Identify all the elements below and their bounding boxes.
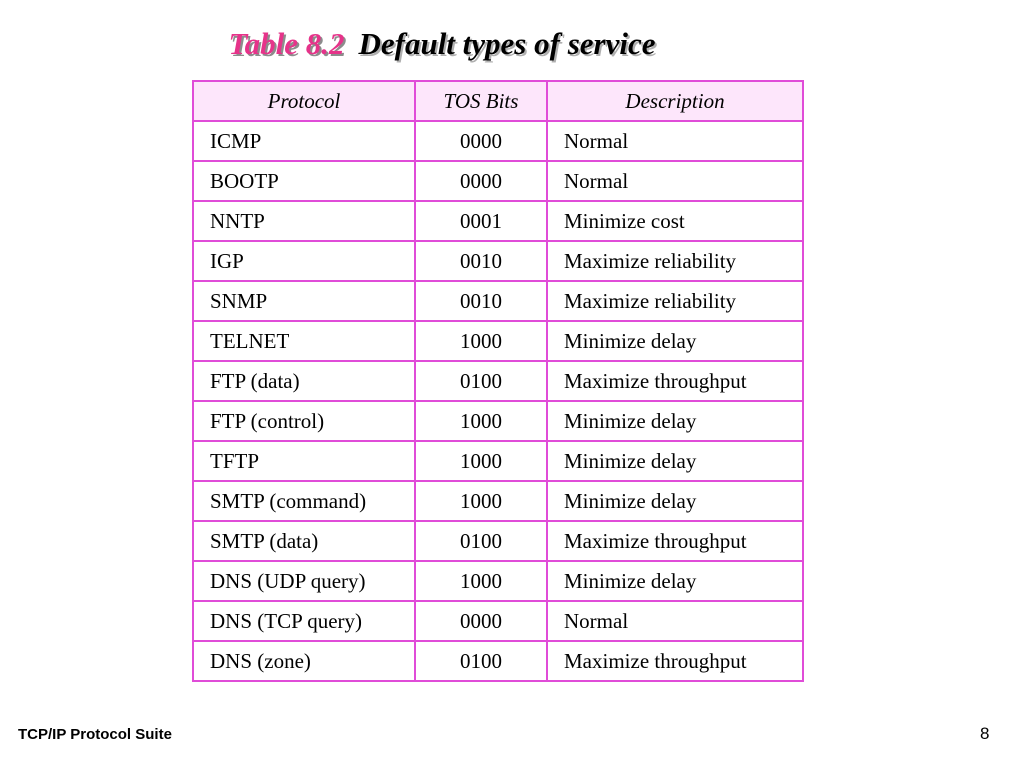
protocol-cell: FTP (control) bbox=[192, 400, 416, 442]
tos-bits-cell: 0010 bbox=[414, 280, 548, 322]
protocol-cell: BOOTP bbox=[192, 160, 416, 202]
table-row: TFTP 1000 Minimize delay bbox=[192, 440, 804, 482]
protocol-cell: ICMP bbox=[192, 120, 416, 162]
description-cell: Minimize delay bbox=[546, 320, 804, 362]
table-row: NNTP 0001 Minimize cost bbox=[192, 200, 804, 242]
table-caption: Default types of service bbox=[358, 26, 656, 61]
tos-bits-cell: 1000 bbox=[414, 320, 548, 362]
tos-table: Protocol TOS Bits Description ICMP 0000 … bbox=[192, 80, 804, 682]
description-cell: Minimize cost bbox=[546, 200, 804, 242]
table-row: ICMP 0000 Normal bbox=[192, 120, 804, 162]
header-protocol: Protocol bbox=[192, 80, 416, 122]
tos-bits-cell: 1000 bbox=[414, 480, 548, 522]
description-cell: Minimize delay bbox=[546, 560, 804, 602]
protocol-cell: TFTP bbox=[192, 440, 416, 482]
protocol-cell: SNMP bbox=[192, 280, 416, 322]
tos-bits-cell: 0100 bbox=[414, 640, 548, 682]
description-cell: Maximize throughput bbox=[546, 520, 804, 562]
table-row: BOOTP 0000 Normal bbox=[192, 160, 804, 202]
tos-bits-cell: 0000 bbox=[414, 120, 548, 162]
table-row: FTP (control) 1000 Minimize delay bbox=[192, 400, 804, 442]
table-row: TELNET 1000 Minimize delay bbox=[192, 320, 804, 362]
tos-bits-cell: 0100 bbox=[414, 520, 548, 562]
tos-bits-cell: 0001 bbox=[414, 200, 548, 242]
tos-bits-cell: 1000 bbox=[414, 400, 548, 442]
tos-bits-cell: 0000 bbox=[414, 600, 548, 642]
table-row: IGP 0010 Maximize reliability bbox=[192, 240, 804, 282]
tos-bits-cell: 0000 bbox=[414, 160, 548, 202]
footer-label: TCP/IP Protocol Suite bbox=[18, 726, 172, 743]
description-cell: Normal bbox=[546, 120, 804, 162]
table-row: DNS (TCP query) 0000 Normal bbox=[192, 600, 804, 642]
table-row: DNS (UDP query) 1000 Minimize delay bbox=[192, 560, 804, 602]
description-cell: Maximize reliability bbox=[546, 240, 804, 282]
description-cell: Minimize delay bbox=[546, 400, 804, 442]
description-cell: Maximize throughput bbox=[546, 640, 804, 682]
protocol-cell: DNS (zone) bbox=[192, 640, 416, 682]
description-cell: Maximize reliability bbox=[546, 280, 804, 322]
table-row: SNMP 0010 Maximize reliability bbox=[192, 280, 804, 322]
protocol-cell: SMTP (data) bbox=[192, 520, 416, 562]
table-number: Table 8.2 bbox=[228, 26, 345, 61]
protocol-cell: NNTP bbox=[192, 200, 416, 242]
page-number: 8 bbox=[980, 724, 990, 743]
tos-bits-cell: 0100 bbox=[414, 360, 548, 402]
description-cell: Minimize delay bbox=[546, 440, 804, 482]
protocol-cell: DNS (TCP query) bbox=[192, 600, 416, 642]
protocol-cell: TELNET bbox=[192, 320, 416, 362]
table-row: SMTP (data) 0100 Maximize throughput bbox=[192, 520, 804, 562]
slide-title: Table 8.2 Default types of service bbox=[0, 24, 884, 64]
tos-bits-cell: 0010 bbox=[414, 240, 548, 282]
header-description: Description bbox=[546, 80, 804, 122]
table-header-row: Protocol TOS Bits Description bbox=[192, 80, 804, 122]
tos-bits-cell: 1000 bbox=[414, 440, 548, 482]
protocol-cell: SMTP (command) bbox=[192, 480, 416, 522]
protocol-cell: DNS (UDP query) bbox=[192, 560, 416, 602]
description-cell: Maximize throughput bbox=[546, 360, 804, 402]
description-cell: Minimize delay bbox=[546, 480, 804, 522]
description-cell: Normal bbox=[546, 160, 804, 202]
header-tos-bits: TOS Bits bbox=[414, 80, 548, 122]
protocol-cell: IGP bbox=[192, 240, 416, 282]
table-row: SMTP (command) 1000 Minimize delay bbox=[192, 480, 804, 522]
protocol-cell: FTP (data) bbox=[192, 360, 416, 402]
description-cell: Normal bbox=[546, 600, 804, 642]
tos-bits-cell: 1000 bbox=[414, 560, 548, 602]
table-row: FTP (data) 0100 Maximize throughput bbox=[192, 360, 804, 402]
table-row: DNS (zone) 0100 Maximize throughput bbox=[192, 640, 804, 682]
